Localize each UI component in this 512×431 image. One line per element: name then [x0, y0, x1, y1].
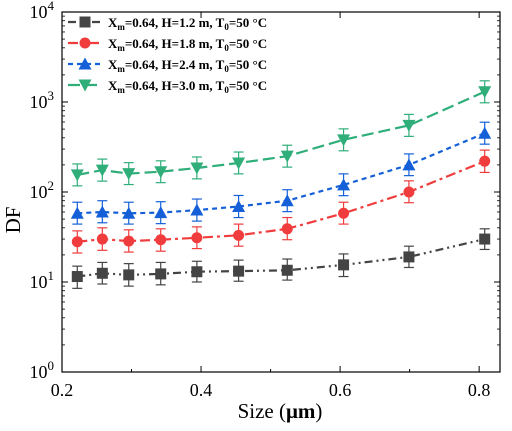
data-point — [280, 194, 294, 207]
x-axis-label-prefix: Size ( — [238, 399, 286, 423]
series-line — [77, 132, 486, 215]
data-point — [403, 186, 415, 198]
series-layer — [70, 80, 492, 289]
data-point — [155, 268, 167, 280]
data-point — [338, 207, 350, 219]
y-tick-label: 102 — [30, 178, 55, 202]
legend-marker — [79, 16, 91, 28]
y-tick-label: 100 — [30, 358, 55, 382]
data-point — [479, 155, 491, 167]
series-line — [77, 238, 485, 278]
data-point — [122, 206, 136, 219]
data-point — [281, 264, 293, 276]
data-point — [155, 234, 167, 246]
y-tick-label: 103 — [30, 88, 55, 112]
y-tick-label: 101 — [30, 268, 55, 292]
data-point — [478, 126, 492, 139]
data-point — [337, 134, 351, 147]
tick-labels: 0.2 0.4 0.6 0.8 100 101 102 103 104 — [30, 0, 491, 400]
data-point — [191, 232, 203, 244]
legend-entry-2: Xm=0.64, H=1.8 m, T0=50 °C — [68, 36, 267, 53]
x-tick-label: 0.4 — [190, 380, 213, 400]
data-point — [190, 162, 204, 175]
data-point — [191, 266, 203, 278]
x-tick-label: 0.6 — [329, 380, 352, 400]
x-axis-label: Size (μm) — [238, 399, 323, 423]
data-point — [95, 205, 109, 218]
data-point — [233, 265, 245, 277]
data-point — [96, 233, 108, 245]
y-axis-label: DF — [1, 207, 25, 234]
data-point — [338, 259, 350, 271]
series-line — [77, 160, 486, 243]
legend-entry-4: Xm=0.64, H=3.0 m, T0=50 °C — [68, 78, 267, 95]
axes — [61, 11, 501, 373]
legend: Xm=0.64, H=1.2 m, T0=50 °C Xm=0.64, H=1.8… — [68, 15, 267, 95]
legend-label: Xm=0.64, H=1.2 m, T0=50 °C — [108, 15, 267, 32]
legend-marker — [79, 37, 91, 49]
series-3 — [70, 121, 492, 225]
series-1 — [71, 228, 491, 289]
data-point — [154, 166, 168, 179]
x-tick-label: 0.2 — [51, 380, 74, 400]
data-point — [337, 178, 351, 191]
data-point — [122, 168, 136, 181]
data-point — [280, 150, 294, 163]
data-point — [232, 200, 246, 213]
data-point — [190, 203, 204, 216]
y-tick-label: 104 — [30, 0, 55, 22]
legend-label: Xm=0.64, H=3.0 m, T0=50 °C — [108, 78, 267, 95]
legend-label: Xm=0.64, H=1.8 m, T0=50 °C — [108, 36, 267, 53]
data-point — [403, 251, 415, 263]
data-point — [479, 233, 491, 245]
x-axis-label-suffix: ) — [315, 399, 322, 423]
x-axis-label-unit: μm — [286, 399, 316, 423]
data-point — [281, 223, 293, 235]
data-point — [233, 229, 245, 241]
legend-label: Xm=0.64, H=2.4 m, T0=50 °C — [108, 57, 267, 74]
legend-entry-3: Xm=0.64, H=2.4 m, T0=50 °C — [68, 57, 267, 74]
data-point — [123, 269, 135, 281]
data-point — [70, 169, 84, 182]
data-point — [71, 236, 83, 248]
series-line — [77, 90, 486, 176]
data-point — [402, 119, 416, 132]
data-point — [154, 206, 168, 219]
series-4 — [70, 80, 492, 187]
data-point — [232, 157, 246, 170]
data-point — [96, 267, 108, 279]
data-point — [70, 206, 84, 219]
series-2 — [71, 149, 491, 254]
data-point — [478, 86, 492, 99]
data-point — [123, 235, 135, 247]
legend-marker — [78, 79, 92, 92]
legend-marker — [78, 57, 92, 70]
data-point — [402, 158, 416, 171]
data-point — [71, 271, 83, 283]
data-point — [95, 164, 109, 177]
legend-entry-1: Xm=0.64, H=1.2 m, T0=50 °C — [68, 15, 267, 32]
x-tick-label: 0.8 — [468, 380, 491, 400]
